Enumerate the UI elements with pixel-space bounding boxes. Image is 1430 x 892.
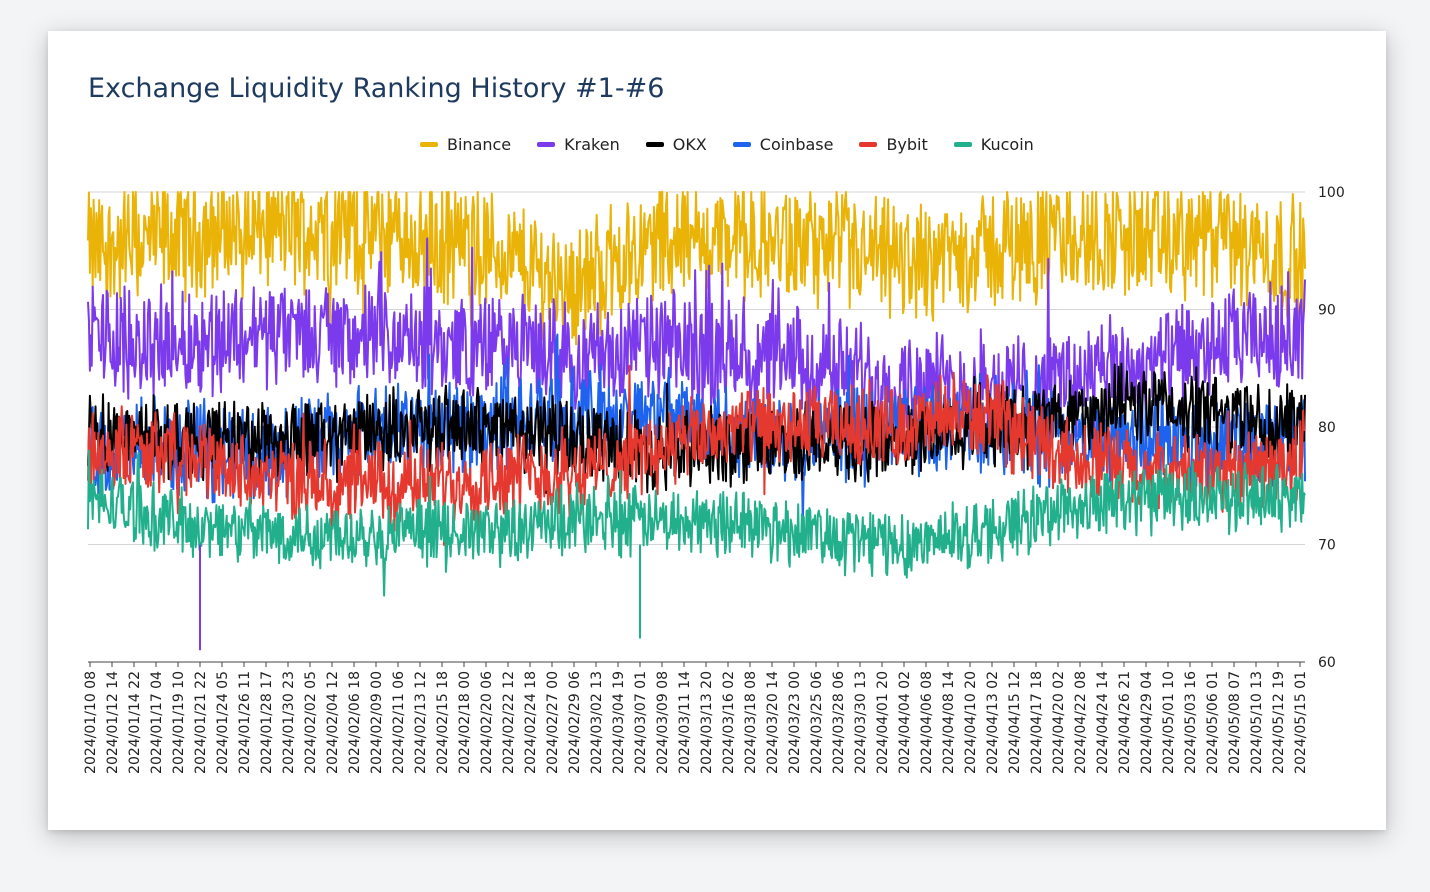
legend-item-binance[interactable]: Binance (420, 135, 511, 154)
legend-label: Bybit (886, 135, 928, 154)
legend-swatch (953, 142, 972, 147)
x-tick-label: 2024/03/13 20 (699, 671, 715, 774)
legend-label: Coinbase (759, 135, 834, 154)
x-tick-label: 2024/01/26 11 (237, 671, 253, 774)
y-tick-label: 90 (1318, 303, 1336, 319)
x-tick-label: 2024/04/13 02 (985, 671, 1001, 774)
legend-item-coinbase[interactable]: Coinbase (732, 135, 834, 154)
x-tick-label: 2024/01/28 17 (259, 671, 275, 774)
x-tick-label: 2024/05/06 01 (1205, 671, 1221, 774)
x-tick-label: 2024/01/12 14 (105, 671, 121, 774)
x-tick-label: 2024/02/27 00 (545, 671, 561, 774)
x-tick-label: 2024/03/04 19 (611, 671, 627, 774)
x-tick-label: 2024/02/09 00 (369, 671, 385, 774)
x-tick-label: 2024/04/29 04 (1139, 671, 1155, 774)
x-tick-label: 2024/03/30 13 (853, 671, 869, 774)
series-line-binance (87, 191, 1306, 346)
legend-label: Kucoin (980, 135, 1034, 154)
y-tick-label: 100 (1318, 185, 1345, 201)
x-tick-label: 2024/01/17 04 (149, 671, 165, 774)
legend-label: Kraken (564, 135, 620, 154)
x-tick-label: 2024/02/13 12 (413, 671, 429, 774)
x-tick-label: 2024/03/07 01 (633, 671, 649, 774)
x-tick-label: 2024/02/02 05 (303, 671, 319, 774)
x-tick-label: 2024/02/22 12 (501, 671, 517, 774)
x-tick-label: 2024/04/22 08 (1073, 671, 1089, 774)
legend-item-kucoin[interactable]: Kucoin (953, 135, 1034, 154)
legend-swatch (420, 142, 438, 147)
x-tick-label: 2024/02/29 06 (567, 671, 583, 774)
x-tick-label: 2024/05/08 07 (1227, 671, 1243, 774)
legend-item-kraken[interactable]: Kraken (537, 135, 620, 154)
x-tick-label: 2024/04/10 20 (963, 671, 979, 774)
x-tick-label: 2024/01/24 05 (215, 671, 231, 774)
legend-item-okx[interactable]: OKX (645, 135, 707, 154)
y-tick-label: 60 (1318, 655, 1336, 671)
series-line-bybit (87, 364, 1306, 546)
x-tick-label: 2024/05/10 13 (1249, 671, 1265, 774)
x-axis-ticks: 2024/01/10 08 2024/01/12 14 2024/01/14 22 2… (83, 662, 1309, 774)
x-tick-label: 2024/01/10 08 (83, 671, 99, 774)
x-tick-label: 2024/03/11 14 (677, 671, 693, 774)
legend-swatch (645, 142, 664, 147)
legend-label: OKX (672, 135, 707, 154)
legend-swatch (859, 142, 878, 147)
x-tick-label: 2024/03/28 06 (831, 671, 847, 774)
series-line-kucoin (87, 449, 1306, 597)
x-tick-label: 2024/04/01 20 (875, 671, 891, 774)
x-tick-label: 2024/02/24 18 (523, 671, 539, 774)
x-tick-label: 2024/01/19 10 (171, 671, 187, 774)
legend: Binance Kraken OKX Coinbase Bybit Kucoin (420, 135, 1034, 154)
x-tick-label: 2024/03/20 14 (765, 671, 781, 774)
x-tick-label: 2024/03/18 08 (743, 671, 759, 774)
x-tick-label: 2024/02/06 18 (347, 671, 363, 774)
series-line-kraken (87, 237, 1306, 461)
x-tick-label: 2024/01/14 22 (127, 671, 143, 774)
x-tick-label: 2024/03/09 08 (655, 671, 671, 774)
chart-card: Exchange Liquidity Ranking History #1-#6… (48, 31, 1386, 830)
x-tick-label: 2024/01/30 23 (281, 671, 297, 774)
x-tick-label: 2024/03/25 06 (809, 671, 825, 774)
x-tick-label: 2024/04/06 08 (919, 671, 935, 774)
series-lines (87, 191, 1306, 651)
legend-label: Binance (447, 135, 512, 154)
legend-swatch (732, 142, 751, 147)
x-tick-label: 2024/04/04 02 (897, 671, 913, 774)
x-tick-label: 2024/04/08 14 (941, 671, 957, 774)
x-tick-label: 2024/02/04 12 (325, 671, 341, 774)
x-tick-label: 2024/04/26 21 (1117, 671, 1133, 774)
x-tick-label: 2024/02/18 00 (457, 671, 473, 774)
x-tick-label: 2024/02/20 06 (479, 671, 495, 774)
x-tick-label: 2024/04/17 18 (1029, 671, 1045, 774)
x-tick-label: 2024/03/23 00 (787, 671, 803, 774)
y-tick-label: 80 (1318, 420, 1336, 436)
x-tick-label: 2024/03/02 13 (589, 671, 605, 774)
legend-swatch (537, 142, 556, 147)
y-tick-label: 70 (1318, 538, 1336, 554)
chart-title: Exchange Liquidity Ranking History #1-#6 (88, 73, 665, 104)
legend-item-bybit[interactable]: Bybit (859, 135, 928, 154)
y-axis-ticks: 60 70 80 90 100 (1318, 185, 1345, 671)
x-tick-label: 2024/04/20 02 (1051, 671, 1067, 774)
x-tick-label: 2024/04/24 14 (1095, 671, 1111, 774)
x-tick-label: 2024/05/12 19 (1271, 671, 1287, 774)
x-tick-label: 2024/02/15 18 (435, 671, 451, 774)
x-tick-label: 2024/03/16 02 (721, 671, 737, 774)
x-tick-label: 2024/05/03 16 (1183, 671, 1199, 774)
x-tick-label: 2024/02/11 06 (391, 671, 407, 774)
x-tick-label: 2024/04/15 12 (1007, 671, 1023, 774)
x-tick-label: 2024/05/01 10 (1161, 671, 1177, 774)
x-tick-label: 2024/05/15 01 (1293, 671, 1309, 774)
x-tick-label: 2024/01/21 22 (193, 671, 209, 774)
